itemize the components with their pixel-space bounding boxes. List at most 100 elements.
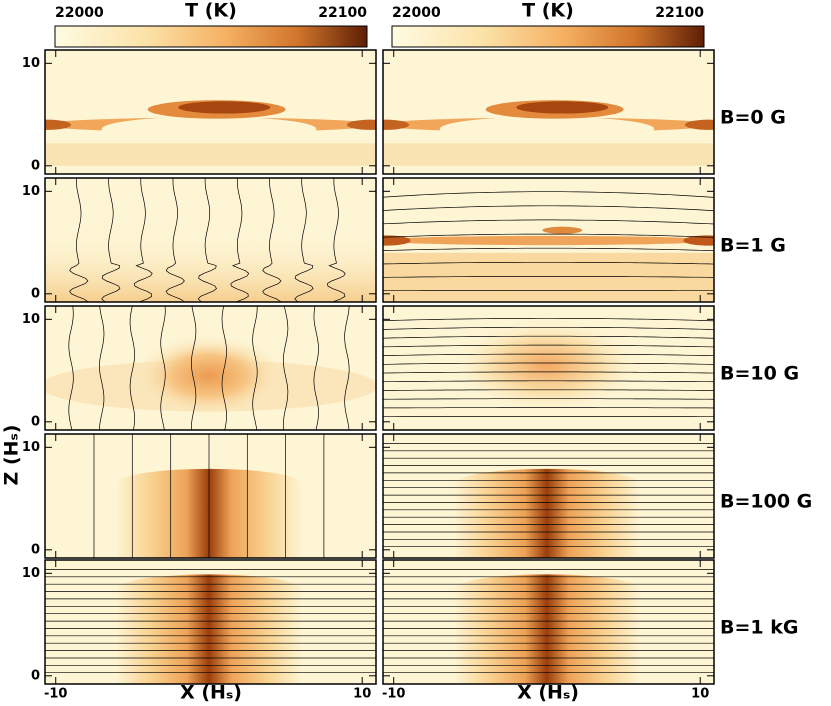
panel-frame (382, 177, 715, 303)
y-tick-label: 0 (31, 668, 40, 683)
field-line (383, 191, 714, 198)
field-line (383, 398, 714, 400)
y-tick-label: 0 (31, 542, 40, 557)
panel-frame (382, 559, 715, 685)
panel-frame (44, 49, 377, 175)
field-line (383, 247, 714, 252)
y-tick-label: 10 (22, 566, 40, 581)
panel-frame (44, 177, 377, 303)
field-line (230, 178, 250, 302)
field-line (327, 178, 346, 302)
row-label: B=1 kG (720, 617, 798, 639)
colorbar-label: T (K) (522, 0, 574, 22)
field-line (383, 205, 714, 212)
field-line (262, 178, 282, 302)
y-tick-label: 0 (31, 286, 40, 301)
field-line (383, 317, 714, 322)
heat (117, 588, 301, 684)
heat (45, 119, 72, 130)
panel-frame (44, 559, 377, 685)
heat (383, 119, 410, 130)
panel-frame (382, 305, 715, 431)
x-tick-label: -10 (382, 687, 406, 702)
field-line (383, 353, 714, 357)
heat (455, 319, 639, 412)
row-label: B=0 G (720, 107, 786, 129)
field-line (383, 344, 714, 348)
heat (439, 116, 655, 142)
heat (117, 574, 301, 604)
field-line (252, 306, 258, 430)
heat (455, 574, 639, 604)
panel (383, 50, 714, 174)
panel (383, 178, 714, 302)
panel (383, 434, 714, 558)
panel (45, 178, 376, 302)
field-line (133, 178, 153, 302)
colorbar (54, 25, 368, 48)
y-tick-label: 10 (22, 184, 40, 199)
field-line (383, 371, 714, 374)
field-line (344, 306, 350, 430)
field-line (294, 178, 314, 302)
field-line (197, 178, 217, 302)
field-line (69, 178, 89, 302)
heat (542, 226, 583, 234)
panel (45, 560, 376, 684)
heat (45, 143, 376, 166)
heat (101, 116, 317, 142)
field-line (383, 261, 714, 265)
heat (346, 119, 376, 130)
field-line (99, 306, 105, 430)
panel (383, 560, 714, 684)
field-line (383, 362, 714, 365)
y-tick-label: 0 (31, 414, 40, 429)
field-line (191, 306, 197, 430)
heat (383, 143, 714, 166)
heat (178, 101, 271, 114)
field-line (221, 306, 227, 430)
row-label: B=1 G (720, 235, 786, 257)
heat (455, 468, 639, 498)
x-tick-label: 10 (353, 687, 371, 702)
colorbar (391, 25, 705, 48)
field-line (160, 306, 166, 430)
heat (132, 334, 286, 417)
y-axis-label: Z (Hₛ) (1, 425, 23, 486)
field-line (282, 306, 289, 430)
x-tick-label: 10 (691, 687, 709, 702)
panel-frame (382, 433, 715, 559)
field-line (165, 178, 185, 302)
y-tick-label: 10 (22, 56, 40, 71)
field-line (68, 306, 74, 430)
heat (684, 119, 714, 130)
heat (516, 101, 609, 114)
heat (45, 232, 376, 302)
field-line (101, 178, 121, 302)
y-tick-label: 10 (22, 312, 40, 327)
field-line (383, 389, 714, 391)
row-label: B=100 G (720, 491, 812, 513)
field-line (313, 306, 319, 430)
panel-frame (382, 49, 715, 175)
panel (45, 434, 376, 558)
colorbar-max: 22100 (655, 5, 704, 21)
heat (383, 235, 714, 246)
colorbar-min: 22000 (55, 5, 104, 21)
y-tick-label: 10 (22, 440, 40, 455)
field-line (383, 335, 714, 339)
colorbar-label: T (K) (185, 0, 237, 22)
heat (683, 235, 714, 246)
field-line (383, 276, 714, 278)
colorbar-max: 22100 (318, 5, 367, 21)
panel (45, 50, 376, 174)
field-line (383, 326, 714, 330)
field-line (383, 380, 714, 383)
panel-frame (44, 433, 377, 559)
panel (45, 306, 376, 430)
heat (383, 252, 714, 302)
heat (455, 588, 639, 684)
field-line (129, 306, 135, 430)
field-line (383, 233, 714, 238)
